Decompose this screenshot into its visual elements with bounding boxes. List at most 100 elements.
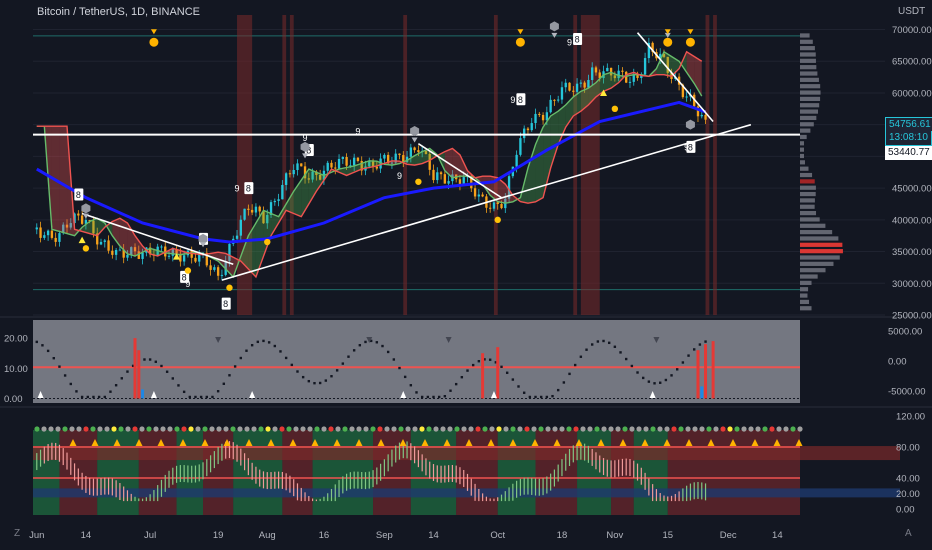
osc-buy-arrow-icon	[249, 391, 256, 398]
volume-profile-bar	[800, 33, 810, 38]
time-axis-tick: 14	[81, 530, 92, 541]
volume-profile-bar	[800, 84, 821, 89]
momentum-warning-icon	[421, 439, 429, 446]
candle-body	[273, 200, 276, 203]
candle-body	[409, 147, 413, 157]
trend-ribbon	[89, 218, 98, 236]
momentum-state-dot	[573, 426, 579, 432]
oscillator-point	[245, 349, 248, 352]
candle-body	[62, 224, 65, 234]
auto-scale-button[interactable]: A	[905, 528, 912, 539]
trend-ribbon	[172, 248, 181, 255]
oscillator-point	[636, 371, 639, 374]
oscillator-point	[403, 375, 407, 379]
oscillator-point	[341, 362, 345, 365]
volume-profile-bar	[800, 204, 815, 209]
oscillator-point	[216, 390, 220, 393]
time-axis-tick: 14	[428, 530, 439, 541]
oscillator-point	[568, 372, 571, 376]
oscillator-point	[664, 378, 668, 382]
candle-body	[560, 87, 564, 100]
candle-body	[541, 114, 545, 121]
oscillator-point	[205, 395, 209, 399]
candle-body	[526, 128, 530, 131]
momentum-state-dot	[776, 426, 782, 432]
td-count-box	[686, 140, 696, 153]
candle-body	[99, 241, 103, 245]
candle-body	[46, 230, 50, 236]
candle-body	[69, 223, 72, 228]
momentum-warning-icon	[641, 439, 649, 446]
momentum-state-dot	[69, 426, 75, 432]
oscillator-point	[154, 360, 157, 363]
oscillator-point	[52, 356, 55, 360]
momentum-state-dot	[251, 426, 257, 432]
candle-body	[239, 219, 242, 236]
td-count-label: 8	[306, 146, 311, 156]
trendline[interactable]	[417, 143, 502, 199]
momentum-state-dot	[307, 426, 313, 432]
momentum-state-dot	[272, 426, 278, 432]
oscillator-point	[63, 374, 67, 377]
oscillator-point	[466, 369, 469, 372]
momentum-state-dot	[517, 426, 523, 432]
volume-profile-bar	[800, 103, 820, 108]
momentum-state-dot	[335, 426, 341, 432]
momentum-zone	[497, 430, 536, 515]
momentum-state-dot	[559, 426, 565, 432]
oscillator-point	[177, 384, 180, 387]
momentum-state-dot	[321, 426, 327, 432]
candle-body	[458, 179, 462, 185]
candle-body	[360, 160, 363, 171]
candle-body	[292, 170, 295, 175]
candle-body	[572, 90, 575, 92]
trendline[interactable]	[81, 212, 234, 266]
fast-average-line	[36, 50, 703, 279]
candle-body	[417, 150, 420, 153]
volume-profile-bar	[800, 109, 819, 114]
momentum-state-dot	[328, 426, 334, 432]
oscillator-point	[630, 364, 634, 368]
oscillator-point	[239, 356, 243, 360]
momentum-state-dot	[83, 426, 89, 432]
price-axis-tick: 70000.00	[892, 25, 932, 36]
candle-body	[96, 233, 99, 245]
candle-body	[481, 194, 484, 197]
candle-body	[224, 260, 227, 275]
alert-face-icon	[149, 37, 159, 47]
momentum-state-dot	[538, 426, 544, 432]
trendline[interactable]	[636, 32, 714, 123]
candle-body	[73, 213, 76, 224]
trend-ribbon	[339, 167, 347, 176]
momentum-axis-tick: 20.00	[896, 489, 920, 500]
sell-triangle-icon	[200, 242, 207, 248]
candle-body	[394, 153, 397, 163]
candle-body	[496, 202, 499, 205]
time-axis-tick: Dec	[720, 530, 737, 541]
momentum-state-dot	[734, 426, 740, 432]
momentum-state-dot	[615, 426, 621, 432]
oscillator-point	[693, 348, 696, 351]
oscillator-point	[607, 341, 611, 345]
momentum-state-dot	[160, 426, 166, 432]
candle-body	[182, 255, 186, 262]
candle-body	[122, 249, 125, 258]
momentum-axis-tick: 40.00	[896, 473, 920, 484]
volume-profile-bar	[800, 46, 815, 51]
oscillator-point	[114, 384, 118, 387]
candle-body	[50, 230, 54, 238]
zoom-toggle-button[interactable]: Z	[14, 528, 21, 539]
candle-body	[402, 155, 405, 163]
volume-profile-bar	[800, 261, 834, 266]
volume-profile-bar	[800, 287, 809, 292]
momentum-state-dot	[300, 426, 306, 432]
candle-body	[220, 274, 224, 276]
momentum-state-dot	[468, 426, 474, 432]
oscillator-point	[454, 382, 458, 386]
td-count-box	[244, 182, 254, 195]
trendline[interactable]	[221, 123, 752, 281]
momentum-state-dot	[699, 426, 705, 432]
oscillator-point	[488, 358, 492, 361]
td-count-label: 9	[510, 95, 515, 105]
